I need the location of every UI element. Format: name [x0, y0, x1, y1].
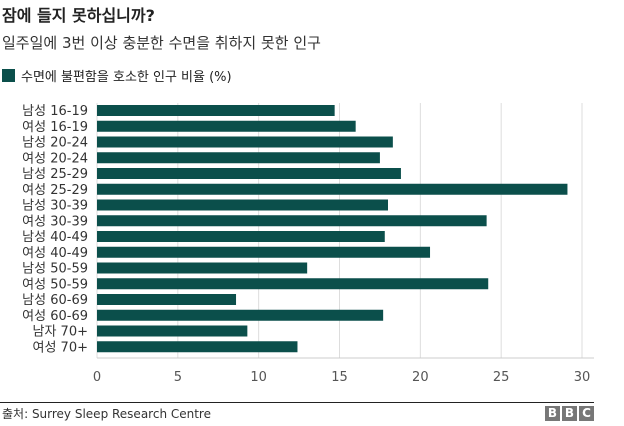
category-label: 여성 30-39	[22, 214, 88, 229]
bar	[97, 309, 384, 321]
legend-swatch	[2, 69, 15, 82]
x-tick-label: 10	[250, 370, 267, 385]
category-label: 남성 50-59	[22, 262, 88, 277]
x-tick-label: 5	[174, 370, 182, 385]
bar	[97, 231, 385, 242]
footer-divider	[0, 402, 594, 403]
bar	[97, 168, 401, 179]
bar	[97, 294, 237, 305]
x-tick-label: 15	[331, 370, 348, 385]
category-label: 여성 16-19	[22, 120, 88, 135]
category-label: 남자 70+	[33, 325, 89, 340]
bar	[97, 262, 308, 274]
bar	[97, 136, 393, 148]
category-label: 남성 16-19	[22, 104, 88, 119]
bar	[97, 325, 248, 337]
category-label: 남성 25-29	[22, 167, 88, 182]
bar	[97, 246, 431, 258]
source-text: 출처: Surrey Sleep Research Centre	[2, 407, 211, 421]
category-label: 여성 50-59	[22, 277, 88, 292]
category-label: 남성 30-39	[22, 199, 88, 214]
category-label: 여성 60-69	[22, 309, 88, 324]
chart-subtitle: 일주일에 3번 이상 충분한 수면을 취하지 못한 인구	[2, 34, 321, 52]
category-label: 남성 20-24	[22, 136, 88, 151]
bar	[97, 152, 380, 164]
category-label: 여성 70+	[33, 340, 89, 355]
category-label: 남성 40-49	[22, 230, 88, 245]
bar	[97, 341, 298, 353]
category-label: 여성 25-29	[22, 183, 88, 198]
category-label: 여성 40-49	[22, 246, 88, 261]
category-label: 여성 20-24	[22, 151, 88, 166]
bar	[97, 105, 335, 116]
bar	[97, 278, 489, 290]
legend-label: 수면에 불편함을 호소한 인구 비율 (%)	[21, 70, 232, 85]
chart-title: 잠에 들지 못하십니까?	[2, 6, 155, 25]
legend: 수면에 불편함을 호소한 인구 비율 (%)	[2, 66, 232, 85]
category-label: 남성 60-69	[22, 293, 88, 308]
x-tick-label: 20	[412, 370, 429, 385]
x-tick-label: 30	[574, 370, 591, 385]
bar	[97, 199, 388, 211]
bar	[97, 183, 568, 195]
bar	[97, 215, 487, 227]
x-tick-label: 25	[493, 370, 510, 385]
bar	[97, 120, 356, 132]
x-tick-label: 0	[93, 370, 101, 385]
